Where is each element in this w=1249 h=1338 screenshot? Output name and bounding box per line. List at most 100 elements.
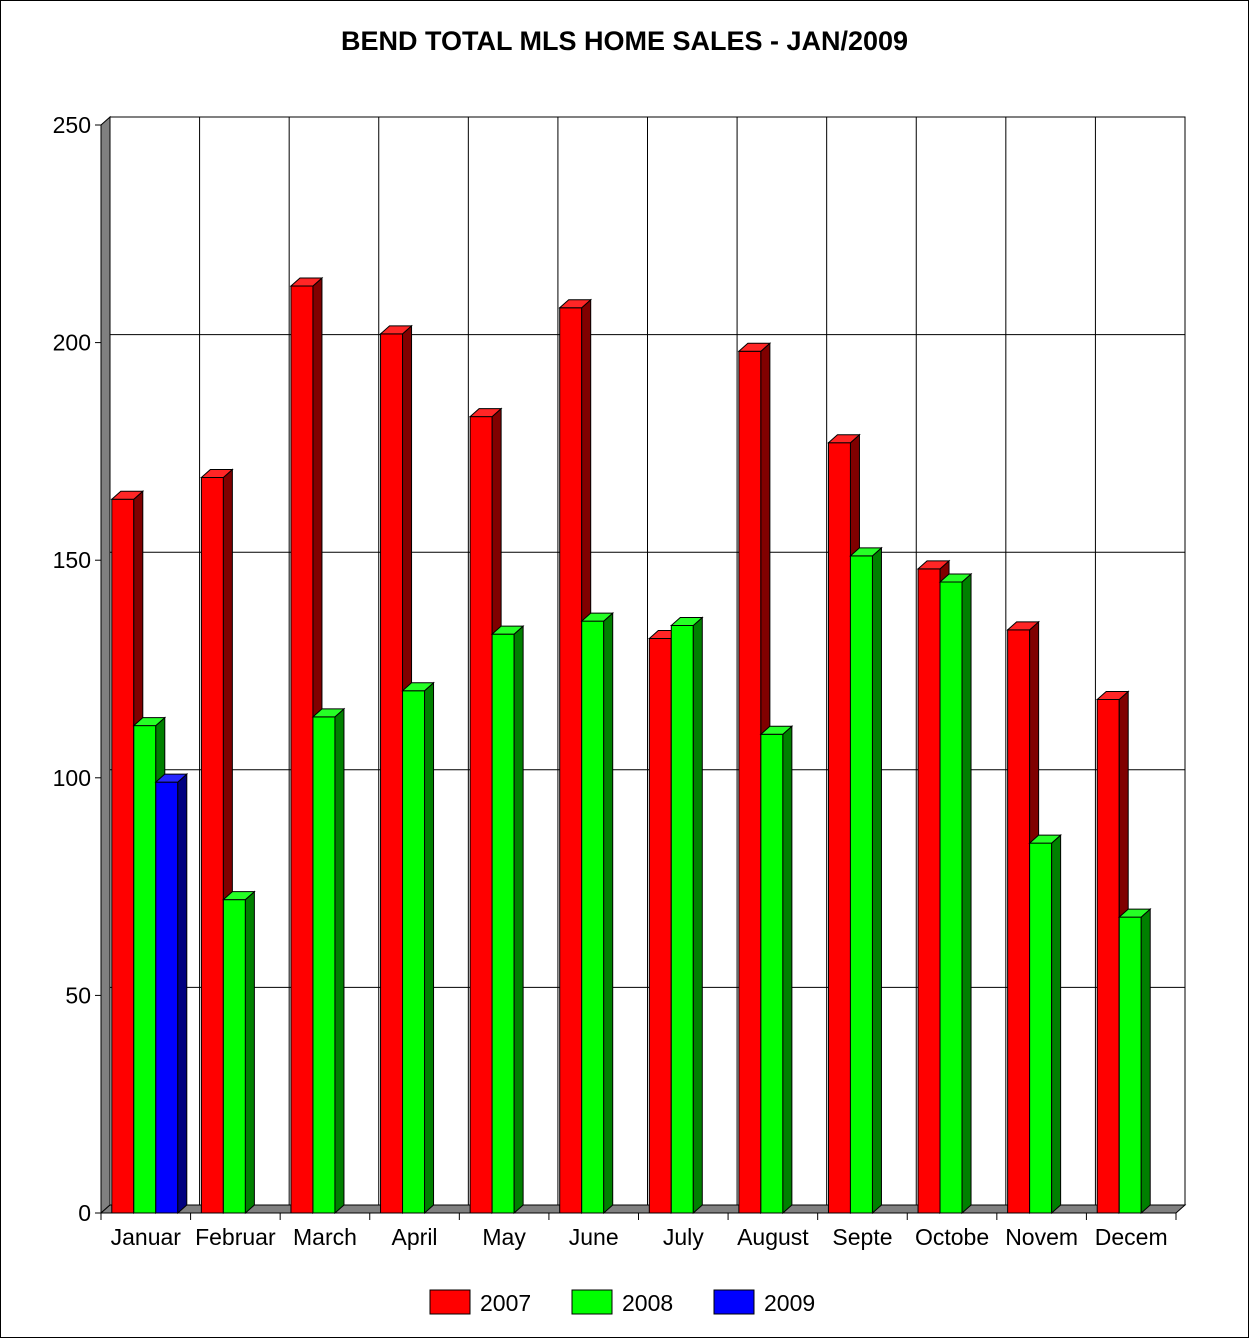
bar-side (1140, 907, 1151, 1215)
legend-item-2009: 2009 (713, 1289, 815, 1316)
bar-front (738, 350, 762, 1214)
bar-top (827, 434, 861, 444)
bar-front (222, 899, 246, 1214)
bar-2008-August (759, 725, 794, 1215)
bars-layer (110, 276, 1152, 1215)
x-tick-label: June (569, 1224, 619, 1250)
bar-top (289, 277, 324, 287)
bar-front (290, 285, 314, 1214)
bar-top (132, 717, 167, 727)
bar-top (938, 573, 973, 583)
bar-top (580, 612, 615, 622)
legend: 2007 2008 2009 (429, 1289, 815, 1316)
bar-front (581, 620, 605, 1214)
bar-2008-Octobe (938, 572, 973, 1215)
bar-top (1028, 834, 1062, 844)
bar-side (961, 572, 972, 1215)
bar-top (849, 547, 883, 557)
x-tick-label: Februar (195, 1224, 276, 1250)
y-tick-label: 50 (65, 982, 91, 1008)
bar-top (1095, 690, 1130, 700)
bar-top (154, 773, 189, 783)
legend-label: 2008 (622, 1290, 673, 1316)
bar-2008-Novem (1028, 833, 1062, 1215)
bar-front (133, 725, 157, 1214)
bar-side (177, 773, 188, 1215)
bar-top (490, 625, 525, 635)
bar-side (513, 625, 524, 1215)
legend-label: 2009 (764, 1290, 815, 1316)
bar-front (380, 333, 404, 1214)
bar-front (1118, 916, 1142, 1214)
bar-front (312, 716, 336, 1214)
bar-front (917, 568, 941, 1214)
bar-front (469, 416, 493, 1214)
bar-side (1051, 833, 1062, 1215)
bar-side (603, 612, 614, 1215)
bar-2008-Decem (1117, 907, 1152, 1215)
bar-front (648, 638, 672, 1214)
bar-top (759, 725, 794, 735)
bar-front (200, 477, 224, 1214)
legend-item-2007: 2007 (429, 1289, 531, 1316)
bar-2008-June (580, 612, 615, 1215)
bar-2009-Januar (154, 773, 189, 1215)
bar-top (379, 325, 413, 335)
bar-front (1096, 698, 1120, 1214)
legend-swatch (571, 1289, 613, 1315)
bar-side (244, 890, 255, 1215)
bar-top (401, 682, 435, 692)
legend-label: 2007 (480, 1290, 531, 1316)
bar-side (424, 681, 435, 1215)
y-tick-label: 0 (78, 1200, 91, 1226)
legend-swatch (713, 1289, 755, 1315)
legend-swatch (429, 1289, 471, 1315)
axis-layer: 0 50 100 150 200 250 Januar Februar March April Ma… (53, 112, 1177, 1250)
x-tick-label: April (392, 1224, 438, 1250)
bar-top (110, 490, 145, 500)
bar-2008-Septe (849, 546, 883, 1215)
legend-item-2008: 2008 (571, 1289, 673, 1316)
bar-top (1117, 908, 1152, 918)
bar-front (1007, 629, 1031, 1214)
bar-side (334, 707, 345, 1215)
bar-side (871, 546, 882, 1215)
x-tick-label: Octobe (915, 1224, 989, 1250)
bar-front (559, 307, 583, 1214)
bar-2008-Februar (222, 890, 256, 1215)
bar-front (827, 442, 851, 1214)
x-tick-label: Januar (111, 1224, 182, 1250)
bar-side (692, 616, 703, 1215)
bar-2008-May (490, 625, 525, 1215)
x-tick-label: Decem (1095, 1224, 1168, 1250)
bar-front (491, 633, 515, 1214)
left-wall (100, 115, 111, 1215)
x-tick-label: July (663, 1224, 704, 1250)
x-tick-label: Novem (1005, 1224, 1078, 1250)
bar-top (468, 408, 503, 418)
x-tick-label: Septe (832, 1224, 892, 1250)
y-tick-label: 250 (53, 112, 91, 138)
bar-2008-March (311, 707, 346, 1215)
y-tick-label: 150 (53, 547, 91, 573)
bar-2008-April (401, 681, 435, 1215)
bar-front (760, 733, 784, 1214)
bar-top (916, 560, 951, 570)
y-tick-label: 200 (53, 330, 91, 356)
bar-top (737, 342, 772, 352)
x-tick-label: August (737, 1224, 809, 1250)
bar-front (155, 781, 179, 1214)
chart-title: BEND TOTAL MLS HOME SALES - JAN/2009 (340, 26, 909, 56)
bar-front (939, 581, 963, 1214)
grid-layer (99, 115, 1187, 1215)
x-tick-label: May (482, 1224, 526, 1250)
bar-front (670, 624, 694, 1214)
bar-front (1029, 842, 1053, 1214)
bar-top (558, 299, 593, 309)
y-tick-label: 100 (53, 765, 91, 791)
bar-top (200, 469, 234, 479)
bar-top (222, 891, 256, 901)
bar-front (402, 690, 426, 1214)
bar-front (849, 555, 873, 1214)
